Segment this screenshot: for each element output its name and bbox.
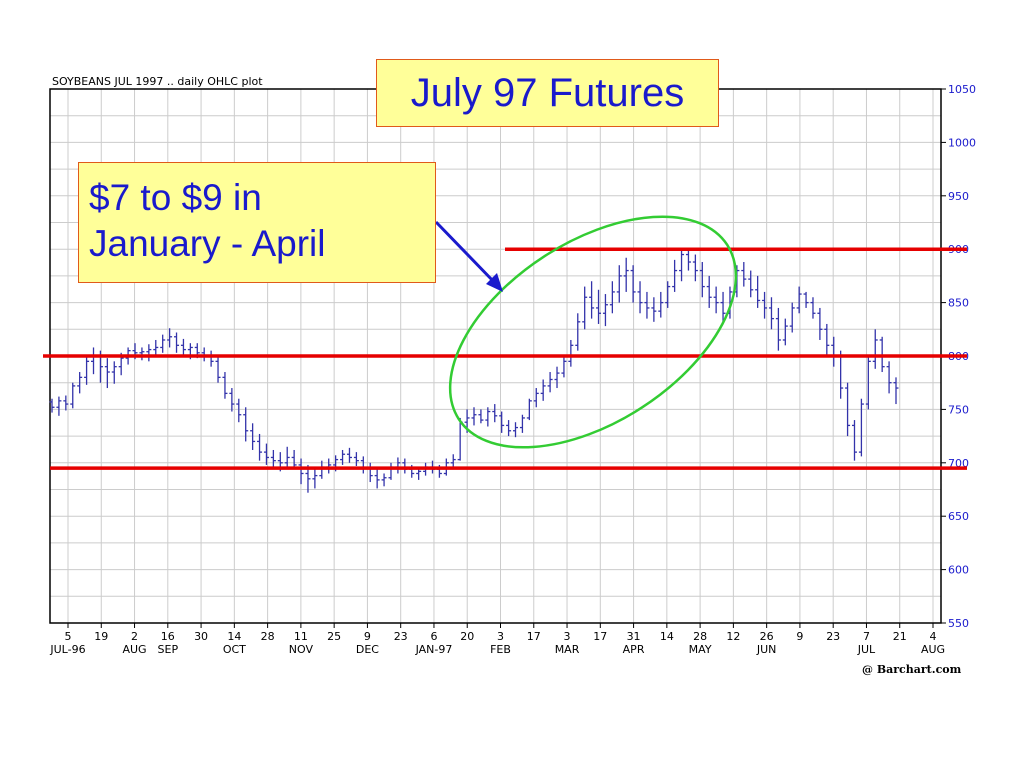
x-month-label: SEP xyxy=(158,643,179,656)
x-tick-label: 3 xyxy=(564,630,571,643)
note-line-2: January - April xyxy=(89,223,326,264)
x-tick-label: 17 xyxy=(527,630,541,643)
x-month-label: APR xyxy=(623,643,645,656)
x-tick-label: 28 xyxy=(261,630,275,643)
title-callout-text: July 97 Futures xyxy=(410,71,685,115)
x-month-label: MAY xyxy=(689,643,712,656)
x-tick-label: 4 xyxy=(930,630,937,643)
x-month-label: FEB xyxy=(490,643,511,656)
x-month-label: NOV xyxy=(289,643,314,656)
x-month-label: AUG xyxy=(122,643,146,656)
credit-label: @ Barchart.com xyxy=(862,663,962,676)
x-tick-label: 14 xyxy=(227,630,241,643)
arrow-line xyxy=(434,220,498,286)
x-tick-label: 7 xyxy=(863,630,870,643)
x-tick-label: 17 xyxy=(593,630,607,643)
x-month-label: JUL-96 xyxy=(49,643,85,656)
note-line-1: $7 to $9 in xyxy=(89,177,262,218)
x-tick-label: 14 xyxy=(660,630,674,643)
x-month-label: JUN xyxy=(756,643,777,656)
x-month-label: JUL xyxy=(857,643,876,656)
x-tick-label: 6 xyxy=(430,630,437,643)
note-callout: $7 to $9 in January - April xyxy=(78,162,436,283)
x-tick-label: 23 xyxy=(394,630,408,643)
x-tick-label: 20 xyxy=(460,630,474,643)
x-tick-label: 16 xyxy=(161,630,175,643)
x-month-label: JAN-97 xyxy=(415,643,453,656)
x-tick-label: 11 xyxy=(294,630,308,643)
x-tick-label: 28 xyxy=(693,630,707,643)
title-callout: July 97 Futures xyxy=(376,59,719,127)
x-tick-label: 26 xyxy=(760,630,774,643)
arrow-head xyxy=(486,273,503,292)
x-tick-label: 9 xyxy=(796,630,803,643)
price-series xyxy=(49,249,899,493)
x-month-label: OCT xyxy=(223,643,246,656)
y-axis: 55060065070075080085090095010001050 xyxy=(941,83,976,630)
x-tick-label: 5 xyxy=(65,630,72,643)
x-tick-label: 23 xyxy=(826,630,840,643)
x-tick-label: 30 xyxy=(194,630,208,643)
reference-lines xyxy=(43,247,967,470)
x-tick-label: 12 xyxy=(726,630,740,643)
y-tick-label: 850 xyxy=(948,297,969,310)
chart-title: SOYBEANS JUL 1997 .. daily OHLC plot xyxy=(52,75,263,88)
x-tick-label: 25 xyxy=(327,630,341,643)
x-tick-label: 3 xyxy=(497,630,504,643)
y-tick-label: 600 xyxy=(948,564,969,577)
y-tick-label: 650 xyxy=(948,510,969,523)
x-tick-label: 19 xyxy=(94,630,108,643)
x-axis: 5 19 2 16 30 14 28 11 25 9 23 6 20 3 17 3 17 31 14 28 12 26 9 2… xyxy=(49,623,945,656)
x-month-label: MAR xyxy=(555,643,580,656)
highlight-ellipse xyxy=(448,215,738,449)
x-tick-label: 2 xyxy=(131,630,138,643)
y-tick-label: 550 xyxy=(948,617,969,630)
x-tick-label: 21 xyxy=(893,630,907,643)
y-tick-label: 1000 xyxy=(948,136,976,149)
x-month-label: AUG xyxy=(921,643,945,656)
y-tick-label: 950 xyxy=(948,190,969,203)
y-tick-label: 1050 xyxy=(948,83,976,96)
y-tick-label: 750 xyxy=(948,403,969,416)
x-month-label: DEC xyxy=(356,643,379,656)
x-tick-label: 31 xyxy=(627,630,641,643)
x-tick-label: 9 xyxy=(364,630,371,643)
